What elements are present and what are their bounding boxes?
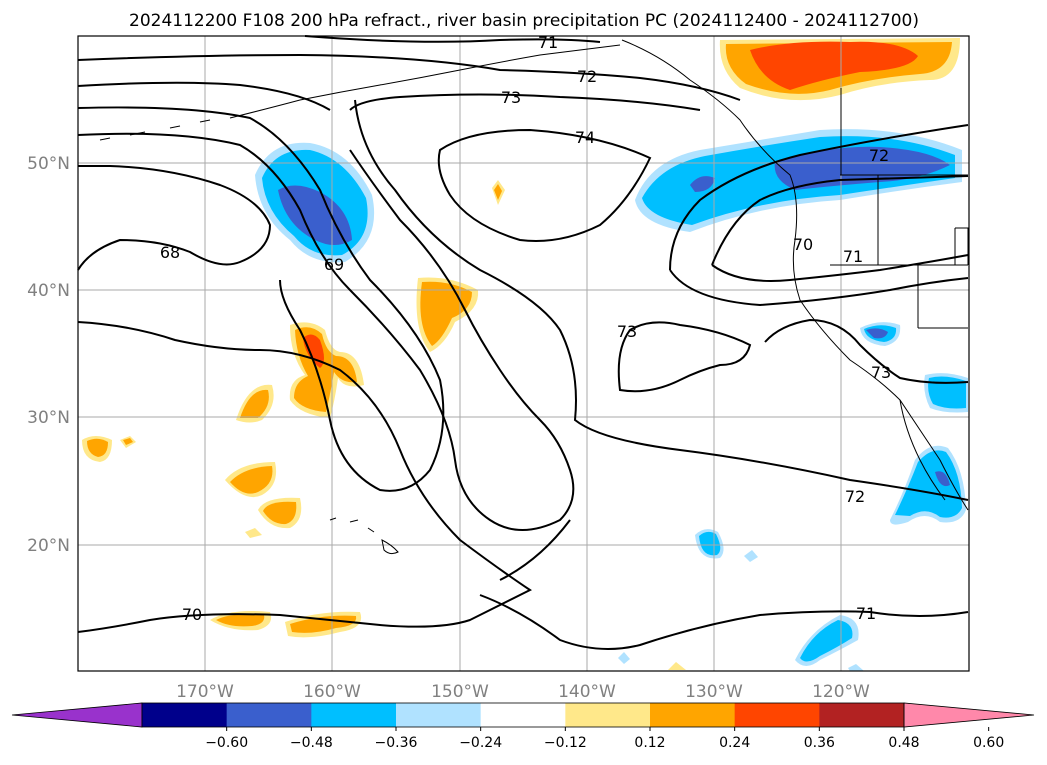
contour-69-2 [77,132,575,531]
colorbar-cell [226,703,312,727]
contour-label-70-ne: 70 [793,235,813,254]
lat-label-50n: 50°N [27,154,70,174]
contour-label-70-south: 70 [182,605,202,624]
contour-70-ne [711,175,969,282]
colorbar-cells [11,702,1035,728]
contour-label-73-coast: 73 [871,363,891,382]
contour-label-72-top: 72 [577,67,597,86]
colorbar-tick-label: 0.24 [719,735,750,751]
lon-label-130w: 130°W [685,682,743,702]
colorbar-extend-low [11,702,143,728]
contour-big-ridge [354,99,969,501]
precip-shading [82,38,968,671]
contour-71-top [304,35,601,43]
contour-70-bottom [499,519,571,581]
coastlines [99,39,969,555]
contour-70-west [77,321,532,633]
contour-label-69: 69 [324,255,344,274]
colorbar-tick-label: −0.24 [459,735,502,751]
colorbar-tick-label: −0.36 [375,735,418,751]
lon-label-150w: 150°W [431,682,489,702]
contour-68 [77,165,272,271]
state-border-5 [955,227,969,265]
colorbar-ticks: −0.60 −0.48 −0.36 −0.24 −0.12 0.12 0.24 0.36 0.4… [205,727,1004,751]
colorbar-cell [480,703,566,727]
colorbar-cell [396,703,482,727]
contour-label-68: 68 [160,243,180,262]
colorbar-extend-high [903,702,1035,728]
contour-label-73-mid: 73 [617,322,637,341]
contour-label-72-right: 72 [869,146,889,165]
map-title: 2024112200 F108 200 hPa refract., river … [129,11,919,31]
colorbar: −0.60 −0.48 −0.36 −0.24 −0.12 0.12 0.24 0.36 0.4… [11,702,1035,751]
baja-coast [899,399,946,501]
colorbar-cell [819,703,905,727]
contour-71-south [479,594,969,650]
contour-73-top [77,81,701,111]
contour-labels: 71 72 73 74 72 68 69 70 71 73 73 72 70 7… [160,33,891,624]
lat-label-30n: 30°N [27,408,70,428]
contour-74 [437,128,652,242]
colorbar-cell [142,703,228,727]
colorbar-cell [734,703,820,727]
contour-label-71-top: 71 [538,33,558,52]
lon-label-120w: 120°W [812,682,870,702]
contour-71-ne [669,124,969,307]
colorbar-cell [650,703,736,727]
latitude-labels: 50°N 40°N 30°N 20°N [27,154,70,556]
colorbar-tick-label: −0.48 [290,735,333,751]
colorbar-tick-label: 0.12 [634,735,665,751]
refractivity-contours [77,35,969,650]
colorbar-cell [565,703,651,727]
contour-72-top [77,53,741,101]
contour-69-1 [77,106,445,492]
contour-label-71-ne: 71 [843,247,863,266]
north-america-coast [621,39,969,511]
lon-label-160w: 160°W [303,682,361,702]
lat-label-40n: 40°N [27,281,70,301]
graticule [78,36,969,671]
colorbar-tick-label: 0.60 [973,735,1004,751]
lon-label-140w: 140°W [558,682,616,702]
lon-label-170w: 170°W [176,682,234,702]
hawaii-islands [329,517,399,555]
colorbar-tick-label: −0.12 [544,735,587,751]
contour-label-72-south: 72 [845,487,865,506]
alaska-islands [229,44,621,119]
contour-label-73-top: 73 [501,88,521,107]
longitude-labels: 170°W 160°W 150°W 140°W 130°W 120°W [176,682,870,702]
map-frame [77,35,970,672]
colorbar-outline [141,702,905,728]
contour-73-mid [617,321,752,393]
colorbar-tick-label: −0.60 [205,735,248,751]
lat-label-20n: 20°N [27,536,70,556]
colorbar-tick-label: 0.48 [888,735,919,751]
colorbar-cell [311,703,397,727]
colorbar-tick-label: 0.36 [804,735,835,751]
contour-73-coast [764,318,969,384]
contour-label-71-south: 71 [856,604,876,623]
contour-label-74: 74 [575,128,595,147]
